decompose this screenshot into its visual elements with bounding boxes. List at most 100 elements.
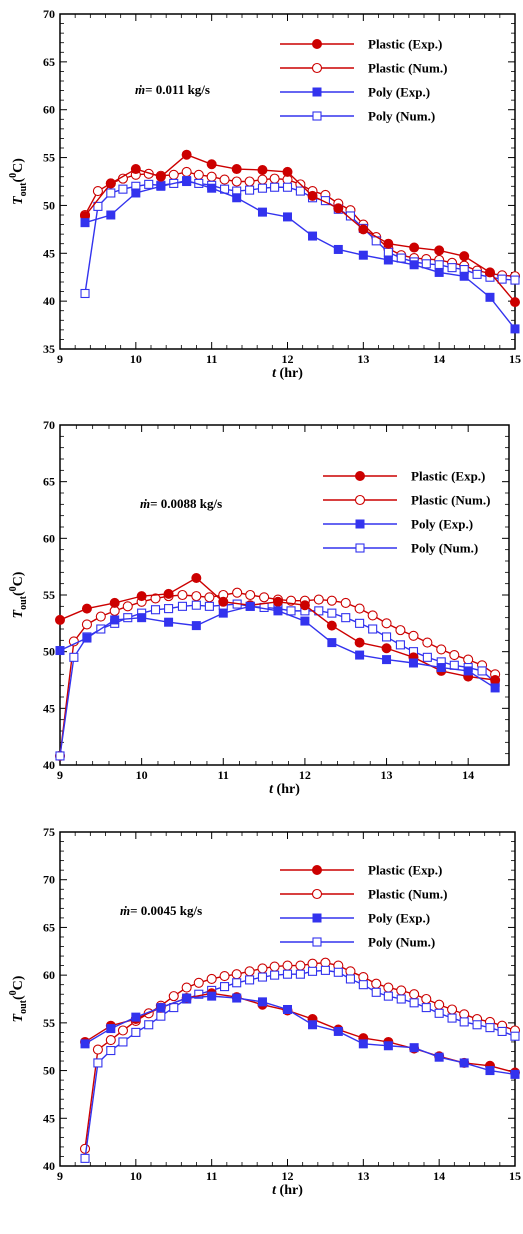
data-point	[80, 218, 90, 228]
data-point	[181, 982, 192, 993]
y-tick-label: 45	[43, 246, 55, 260]
flow-rate-symbol: ṁ	[135, 82, 145, 97]
data-point	[382, 655, 392, 665]
legend-marker	[354, 494, 366, 506]
data-point	[286, 606, 296, 616]
series-plastic-exp	[80, 149, 520, 308]
data-point	[340, 597, 351, 608]
data-point	[131, 188, 141, 198]
data-point	[169, 1003, 179, 1013]
data-point	[358, 224, 369, 235]
x-axis-title-unit: (hr)	[276, 1183, 303, 1198]
data-point	[106, 188, 116, 198]
x-axis-title-symbol: t	[269, 782, 274, 797]
data-point	[358, 1039, 368, 1049]
data-point	[282, 182, 293, 192]
data-point	[269, 173, 280, 184]
y-tick-label: 65	[43, 475, 55, 489]
x-tick-label: 15	[509, 1169, 521, 1183]
y-tick-label: 70	[43, 7, 55, 21]
data-point	[436, 644, 447, 655]
data-point	[283, 212, 292, 222]
x-tick-label: 13	[381, 768, 393, 782]
data-point	[368, 624, 378, 634]
data-point	[80, 288, 90, 299]
data-point	[449, 660, 459, 670]
data-point	[409, 989, 420, 1000]
data-point	[206, 171, 217, 182]
flow-rate-symbol: ṁ	[140, 496, 150, 511]
data-point	[93, 1058, 103, 1068]
data-point	[447, 1013, 457, 1023]
data-point	[383, 1041, 393, 1051]
series-line	[84, 962, 516, 1149]
data-point	[490, 675, 501, 685]
data-point	[295, 186, 305, 196]
data-point	[245, 589, 256, 601]
y-tick-label: 50	[43, 645, 55, 659]
data-point	[164, 617, 174, 627]
data-point	[396, 253, 406, 263]
data-point	[396, 994, 406, 1004]
y-tick-label: 55	[43, 151, 55, 165]
data-point	[434, 1008, 444, 1018]
x-tick-label: 11	[218, 768, 229, 782]
data-point	[245, 601, 255, 611]
data-point	[257, 997, 267, 1007]
data-point	[191, 600, 201, 610]
data-point	[497, 274, 507, 284]
data-point	[485, 1023, 495, 1033]
data-point	[245, 185, 255, 195]
y-tick-label: 40	[43, 1159, 55, 1173]
y-axis-title-superscript: 0	[8, 586, 19, 591]
data-point	[81, 603, 92, 614]
data-point	[106, 1024, 116, 1034]
data-point	[355, 650, 365, 660]
series-poly-exp	[80, 991, 520, 1079]
data-point	[191, 591, 202, 602]
data-point	[381, 618, 392, 629]
y-tick-label: 50	[43, 198, 55, 212]
data-point	[355, 618, 365, 628]
data-point	[484, 267, 495, 278]
data-point	[333, 967, 343, 977]
data-point	[447, 1004, 458, 1015]
data-point	[257, 174, 268, 185]
data-point	[295, 960, 306, 971]
data-point	[459, 251, 470, 262]
data-point	[204, 601, 214, 611]
x-tick-label: 15	[509, 352, 521, 366]
y-axis-title-subscript: out	[18, 999, 29, 1014]
x-tick-label: 10	[136, 768, 148, 782]
data-point	[472, 1020, 482, 1030]
data-point	[257, 207, 267, 217]
y-axis-title-unit: C)	[11, 158, 26, 173]
data-point	[231, 176, 242, 187]
data-point	[422, 652, 432, 662]
data-point	[307, 966, 318, 976]
data-point	[295, 969, 305, 979]
flow-rate-annotation: ṁ= 0.0045 kg/s	[120, 903, 202, 918]
data-point	[367, 610, 378, 621]
data-point	[131, 1012, 141, 1022]
data-point	[326, 620, 337, 631]
data-point	[244, 176, 255, 187]
data-point	[307, 190, 318, 201]
data-point	[218, 608, 228, 618]
data-point	[477, 666, 487, 676]
data-point	[510, 275, 520, 285]
data-point	[109, 597, 120, 608]
y-axis-title-unit: C)	[11, 571, 26, 586]
data-point	[95, 611, 106, 622]
legend-label: Poly (Exp.)	[368, 85, 430, 100]
data-point	[409, 260, 419, 270]
data-point	[220, 982, 230, 992]
data-point	[55, 614, 65, 625]
legend-label: Poly (Exp.)	[368, 911, 430, 926]
data-point	[408, 658, 418, 668]
data-point	[383, 982, 394, 993]
data-point	[449, 650, 460, 661]
series-poly-num	[80, 965, 520, 1163]
